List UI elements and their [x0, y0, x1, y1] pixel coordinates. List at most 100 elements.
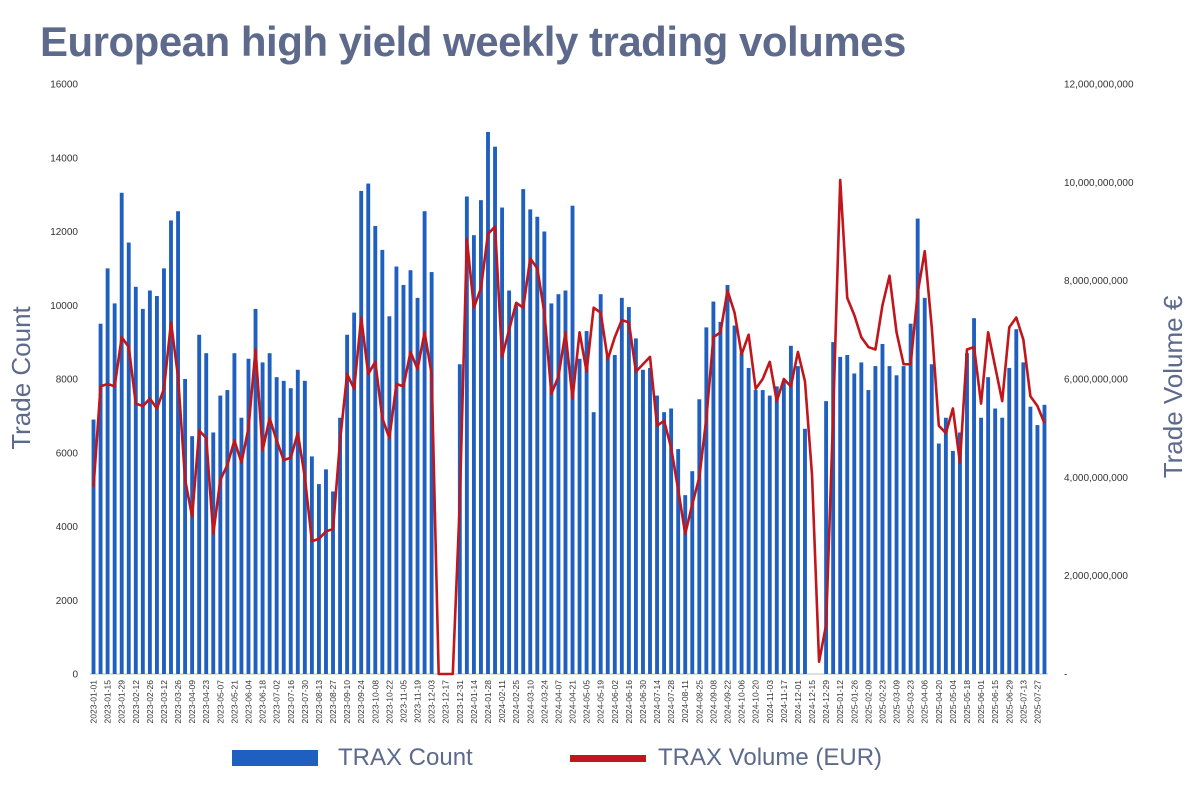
right-tick-label: 6,000,000,000: [1064, 375, 1128, 386]
bar-32: [317, 484, 321, 674]
bar-33: [324, 469, 328, 674]
x-tick-label: 2024-07-14: [652, 680, 662, 724]
bar-series-trax-count: [91, 131, 1047, 675]
bar-135: [1042, 404, 1047, 674]
bar-63: [535, 216, 540, 674]
bar-77: [633, 338, 638, 674]
bar-72: [598, 294, 603, 674]
left-tick-label: 2000: [56, 596, 79, 607]
bar-118: [922, 297, 927, 675]
x-tick-label: 2025-03-23: [906, 680, 916, 724]
bar-19: [225, 390, 230, 674]
bar-3: [112, 303, 117, 674]
bar-107: [845, 355, 850, 674]
bar-11: [169, 220, 173, 674]
bar-105: [831, 342, 836, 675]
bar-56: [486, 131, 490, 674]
bar-27: [281, 380, 286, 674]
x-tick-label: 2025-02-09: [863, 680, 873, 724]
x-tick-label: 2023-01-15: [103, 680, 113, 724]
bar-29: [295, 369, 300, 674]
bar-62: [528, 209, 533, 675]
x-tick-label: 2023-09-24: [356, 680, 366, 724]
x-tick-label: 2023-02-26: [145, 680, 155, 724]
right-tick-label: 2,000,000,000: [1064, 571, 1128, 582]
legend-swatch-bar: [232, 750, 318, 766]
bar-98: [781, 380, 786, 674]
x-tick-label: 2024-01-28: [483, 680, 493, 724]
bar-130: [1007, 367, 1012, 674]
left-tick-label: 0: [72, 670, 78, 681]
bar-112: [880, 343, 885, 674]
bar-53: [464, 196, 469, 674]
bar-78: [641, 369, 645, 674]
bar-117: [915, 218, 920, 674]
x-tick-label: 2025-07-13: [1018, 680, 1028, 724]
left-tick-label: 12000: [50, 227, 78, 238]
bar-65: [549, 303, 554, 674]
bar-45: [408, 270, 413, 674]
bar-61: [521, 189, 526, 674]
x-tick-label: 2024-10-06: [737, 680, 747, 724]
bar-108: [852, 373, 857, 674]
bar-115: [901, 366, 906, 674]
bar-34: [331, 491, 335, 674]
bar-90: [725, 284, 730, 674]
bar-69: [577, 358, 582, 674]
bar-92: [739, 353, 744, 674]
bar-129: [1000, 417, 1005, 674]
bar-84: [683, 495, 688, 674]
right-tick-label: 12,000,000,000: [1064, 80, 1134, 91]
x-tick-label: 2025-06-29: [1004, 680, 1014, 724]
bar-67: [563, 290, 568, 674]
bar-114: [894, 375, 899, 674]
bar-37: [352, 312, 357, 675]
right-axis: - 2,000,000,000 4,000,000,000 6,000,000,000…: [1064, 80, 1134, 681]
bar-57: [493, 146, 497, 674]
bar-48: [429, 272, 434, 674]
bar-74: [612, 355, 617, 674]
bar-89: [718, 321, 723, 674]
x-tick-label: 2023-02-12: [131, 680, 141, 724]
bar-36: [345, 334, 350, 674]
bar-46: [415, 297, 420, 675]
bar-66: [556, 294, 561, 674]
x-axis: 2023-01-01 2023-01-15 2023-01-29 2023-02-12…: [89, 680, 1043, 724]
x-tick-label: 2023-12-17: [441, 680, 451, 724]
x-tick-label: 2025-03-09: [892, 680, 902, 724]
line-series-trax-volume: [92, 178, 1046, 676]
bar-83: [676, 449, 681, 674]
legend-item-count: TRAX Count: [232, 744, 473, 772]
x-tick-label: 2023-10-08: [370, 680, 380, 724]
x-tick-label: 2023-12-03: [427, 680, 437, 724]
bar-5: [126, 242, 131, 674]
bar-120: [936, 443, 941, 674]
left-tick-label: 10000: [50, 301, 78, 312]
bar-128: [993, 408, 998, 674]
x-tick-label: 2025-04-06: [920, 680, 930, 724]
x-tick-label: 2023-07-02: [272, 680, 282, 724]
x-tick-label: 2024-02-25: [511, 680, 521, 724]
bar-132: [1021, 362, 1026, 674]
x-tick-label: 2023-06-18: [258, 680, 268, 724]
bar-24: [260, 362, 265, 674]
bar-15: [197, 334, 202, 674]
bar-42: [387, 316, 392, 674]
right-axis-label: Trade Volume €: [1158, 295, 1188, 478]
legend-label-volume: TRAX Volume (EUR): [658, 744, 883, 771]
x-tick-label: 2025-05-18: [962, 680, 972, 724]
bar-86: [697, 399, 702, 674]
bar-25: [267, 353, 272, 674]
bar-79: [648, 367, 652, 674]
bar-40: [373, 225, 378, 674]
left-tick-label: 6000: [56, 448, 79, 459]
bar-71: [591, 412, 596, 674]
bar-75: [619, 297, 624, 675]
bar-76: [626, 307, 631, 674]
x-tick-label: 2024-12-01: [793, 680, 803, 724]
x-tick-label: 2023-07-16: [286, 680, 296, 724]
bar-82: [669, 408, 674, 674]
bar-31: [309, 456, 314, 674]
bar-122: [950, 450, 955, 674]
